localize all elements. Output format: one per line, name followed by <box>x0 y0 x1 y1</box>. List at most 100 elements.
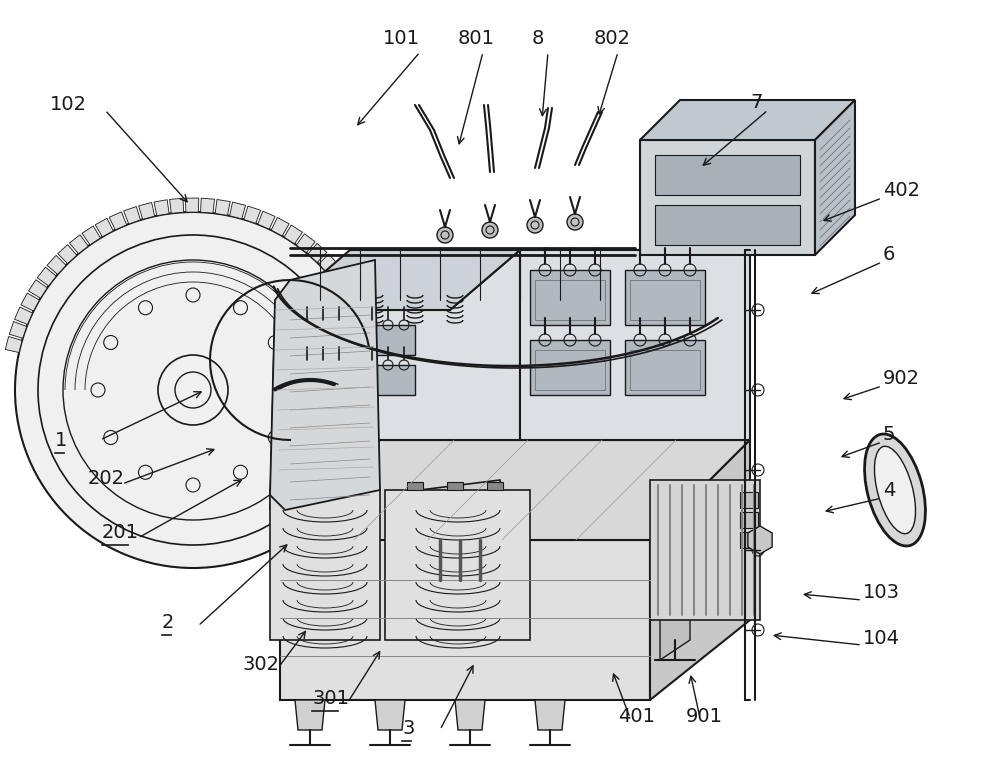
Text: 5: 5 <box>883 425 896 444</box>
Polygon shape <box>109 212 127 230</box>
Text: 302: 302 <box>242 654 279 673</box>
Polygon shape <box>29 280 47 298</box>
Circle shape <box>437 227 453 243</box>
Polygon shape <box>37 267 56 286</box>
Polygon shape <box>280 540 650 700</box>
Polygon shape <box>154 199 169 215</box>
Polygon shape <box>95 218 113 237</box>
Circle shape <box>15 212 371 568</box>
Polygon shape <box>124 206 140 224</box>
Polygon shape <box>530 270 610 325</box>
Polygon shape <box>530 340 610 395</box>
Polygon shape <box>69 235 88 253</box>
Polygon shape <box>815 100 855 255</box>
Polygon shape <box>385 490 530 640</box>
Polygon shape <box>82 226 100 245</box>
Polygon shape <box>360 365 415 395</box>
Polygon shape <box>363 335 380 351</box>
Polygon shape <box>650 480 760 620</box>
Polygon shape <box>625 340 705 395</box>
Polygon shape <box>270 270 395 530</box>
Text: 301: 301 <box>312 689 349 708</box>
Circle shape <box>527 217 543 233</box>
Polygon shape <box>655 205 800 245</box>
Polygon shape <box>487 482 503 490</box>
Polygon shape <box>353 305 371 323</box>
Polygon shape <box>201 198 215 213</box>
Polygon shape <box>359 320 376 336</box>
Circle shape <box>567 214 583 230</box>
Text: 902: 902 <box>883 368 920 387</box>
Polygon shape <box>367 350 383 365</box>
Polygon shape <box>139 202 155 219</box>
Text: 104: 104 <box>863 629 900 648</box>
Polygon shape <box>375 700 405 730</box>
Polygon shape <box>21 293 39 311</box>
Polygon shape <box>447 482 463 490</box>
Polygon shape <box>319 254 338 273</box>
Text: 802: 802 <box>594 28 631 47</box>
Polygon shape <box>295 365 350 395</box>
Polygon shape <box>650 440 750 700</box>
Text: 8: 8 <box>532 28 544 47</box>
Polygon shape <box>280 250 520 310</box>
Polygon shape <box>740 532 758 548</box>
Polygon shape <box>284 225 303 244</box>
Polygon shape <box>338 279 357 297</box>
Polygon shape <box>9 322 27 339</box>
Polygon shape <box>420 480 508 568</box>
Polygon shape <box>58 244 77 263</box>
Polygon shape <box>47 256 66 275</box>
Polygon shape <box>308 244 327 263</box>
Polygon shape <box>280 440 750 540</box>
Polygon shape <box>640 100 855 140</box>
Polygon shape <box>520 250 750 440</box>
Text: 7: 7 <box>750 93 762 112</box>
Polygon shape <box>625 270 705 325</box>
Polygon shape <box>740 492 758 508</box>
Text: 6: 6 <box>883 244 895 263</box>
Polygon shape <box>258 211 275 229</box>
Polygon shape <box>244 206 261 224</box>
Polygon shape <box>360 325 415 355</box>
Polygon shape <box>185 198 199 212</box>
Polygon shape <box>660 600 690 660</box>
Polygon shape <box>215 199 230 215</box>
Polygon shape <box>280 250 520 440</box>
Polygon shape <box>329 266 348 285</box>
Polygon shape <box>230 202 246 219</box>
Polygon shape <box>270 260 380 510</box>
Text: 4: 4 <box>883 480 895 499</box>
Polygon shape <box>295 700 325 730</box>
Polygon shape <box>292 482 308 490</box>
Text: 201: 201 <box>102 523 139 542</box>
Polygon shape <box>455 700 485 730</box>
Ellipse shape <box>865 434 925 546</box>
Text: 801: 801 <box>458 28 495 47</box>
Polygon shape <box>655 155 800 195</box>
Polygon shape <box>271 218 289 236</box>
Polygon shape <box>346 291 364 310</box>
Text: 901: 901 <box>686 706 723 725</box>
Polygon shape <box>296 234 315 253</box>
Polygon shape <box>170 199 184 213</box>
Text: 202: 202 <box>88 469 125 488</box>
Text: 103: 103 <box>863 582 900 601</box>
Polygon shape <box>740 512 758 528</box>
Text: 2: 2 <box>162 613 174 632</box>
Text: 401: 401 <box>618 706 655 725</box>
Polygon shape <box>270 490 380 640</box>
Text: 402: 402 <box>883 180 920 199</box>
Text: 102: 102 <box>50 95 87 114</box>
Polygon shape <box>5 336 22 352</box>
Circle shape <box>482 222 498 238</box>
Polygon shape <box>295 325 350 355</box>
Polygon shape <box>332 482 348 490</box>
Text: 101: 101 <box>383 28 420 47</box>
Text: 1: 1 <box>55 431 67 450</box>
Polygon shape <box>407 482 423 490</box>
Polygon shape <box>385 460 490 575</box>
Text: 3: 3 <box>402 718 414 737</box>
Ellipse shape <box>874 446 916 533</box>
Polygon shape <box>14 307 32 324</box>
